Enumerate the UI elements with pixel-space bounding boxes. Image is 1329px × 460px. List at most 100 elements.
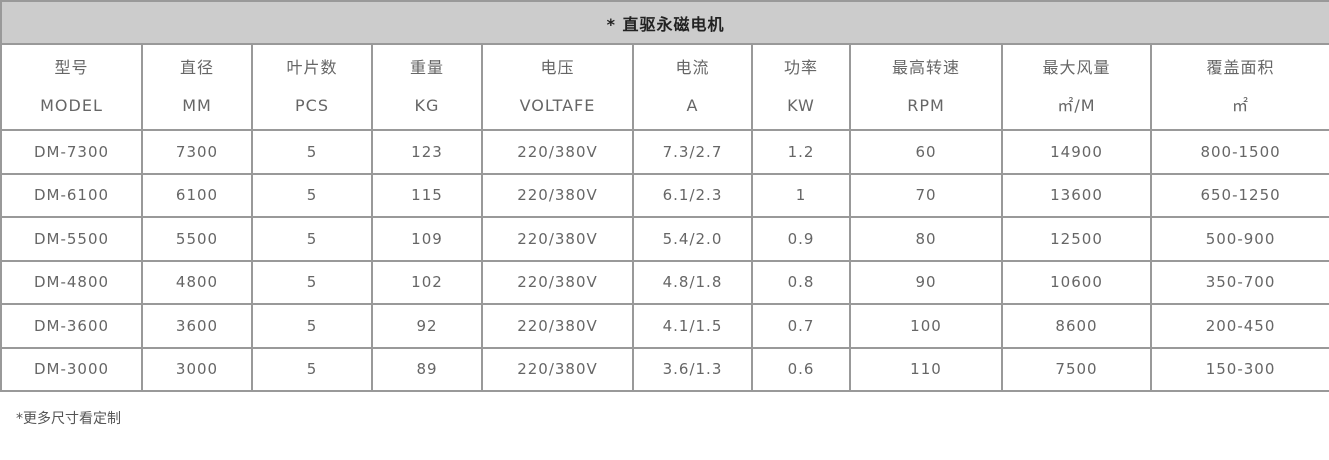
- table-cell: 220/380V: [481, 346, 634, 392]
- table-row: DM-4800 4800 5 102 220/380V 4.8/1.8 0.8 90 10600…: [0, 259, 1329, 305]
- header-cn: 功率: [783, 58, 818, 77]
- header-en: ㎡/M: [1057, 96, 1096, 115]
- header-en: RPM: [907, 96, 945, 115]
- column-header: 最高转速 RPM: [849, 43, 1003, 131]
- table-cell: 650-1250: [1149, 172, 1329, 218]
- table-cell: 110: [849, 346, 1003, 392]
- table-cell: 8600: [1001, 303, 1152, 349]
- table-cell: 7500: [1001, 346, 1152, 392]
- header-cn: 叶片数: [286, 58, 338, 77]
- column-header: 功率 KW: [751, 43, 851, 131]
- table-cell: 0.7: [751, 303, 851, 349]
- table-cell: DM-3000: [0, 346, 143, 392]
- header-row: 型号 MODEL 直径 MM 叶片数 PCS 重量 KG 电压 VOLTAFE 电流 A 功率 KW 最高转…: [0, 43, 1329, 131]
- table-title: * 直驱永磁电机: [0, 0, 1329, 45]
- column-header: 电流 A: [632, 43, 753, 131]
- table-cell: 5: [251, 172, 373, 218]
- header-en: MM: [182, 96, 212, 115]
- table-cell: 3.6/1.3: [632, 346, 753, 392]
- table-cell: 220/380V: [481, 216, 634, 262]
- table-cell: 7300: [141, 129, 253, 175]
- table-cell: 5: [251, 346, 373, 392]
- header-cn: 覆盖面积: [1206, 58, 1275, 77]
- column-header: 重量 KG: [371, 43, 483, 131]
- table-row: DM-7300 7300 5 123 220/380V 7.3/2.7 1.2 60 14900…: [0, 129, 1329, 175]
- table-cell: 4.8/1.8: [632, 259, 753, 305]
- table-cell: 3600: [141, 303, 253, 349]
- spec-table: * 直驱永磁电机 型号 MODEL 直径 MM 叶片数 PCS 重量 KG 电压 VOLTAFE 电…: [0, 0, 1329, 392]
- table-cell: 80: [849, 216, 1003, 262]
- column-header: 叶片数 PCS: [251, 43, 373, 131]
- table-cell: 0.8: [751, 259, 851, 305]
- table-cell: DM-6100: [0, 172, 143, 218]
- header-cn: 型号: [54, 58, 89, 77]
- table-cell: 5: [251, 129, 373, 175]
- table-row: DM-5500 5500 5 109 220/380V 5.4/2.0 0.9 80 12500…: [0, 216, 1329, 262]
- table-cell: 5.4/2.0: [632, 216, 753, 262]
- header-cn: 直径: [179, 58, 214, 77]
- table-cell: 0.9: [751, 216, 851, 262]
- table-cell: DM-7300: [0, 129, 143, 175]
- table-cell: 5: [251, 259, 373, 305]
- header-en: PCS: [295, 96, 329, 115]
- column-header: 型号 MODEL: [0, 43, 143, 131]
- footnote: *更多尺寸看定制: [16, 411, 121, 427]
- table-cell: 7.3/2.7: [632, 129, 753, 175]
- table-cell: 220/380V: [481, 303, 634, 349]
- table-cell: 89: [371, 346, 483, 392]
- table-cell: 92: [371, 303, 483, 349]
- table-cell: 150-300: [1149, 346, 1329, 392]
- column-header: 直径 MM: [141, 43, 253, 131]
- table-cell: 5500: [141, 216, 253, 262]
- table-cell: 123: [371, 129, 483, 175]
- table-cell: 1: [751, 172, 851, 218]
- table-cell: 109: [371, 216, 483, 262]
- table-cell: 5: [251, 303, 373, 349]
- header-cn: 重量: [409, 58, 444, 77]
- table-cell: 100: [849, 303, 1003, 349]
- header-en: VOLTAFE: [519, 96, 596, 115]
- table-cell: 60: [849, 129, 1003, 175]
- table-cell: 5: [251, 216, 373, 262]
- table-cell: 500-900: [1149, 216, 1329, 262]
- table-cell: 350-700: [1149, 259, 1329, 305]
- header-en: KW: [787, 96, 815, 115]
- table-cell: 0.6: [751, 346, 851, 392]
- header-en: KG: [414, 96, 440, 115]
- table-cell: 70: [849, 172, 1003, 218]
- table-cell: DM-5500: [0, 216, 143, 262]
- table-cell: DM-3600: [0, 303, 143, 349]
- table-cell: 3000: [141, 346, 253, 392]
- table-cell: 220/380V: [481, 172, 634, 218]
- table-cell: 4.1/1.5: [632, 303, 753, 349]
- table-cell: 12500: [1001, 216, 1152, 262]
- table-cell: 4800: [141, 259, 253, 305]
- table-cell: 13600: [1001, 172, 1152, 218]
- header-en: MODEL: [40, 96, 103, 115]
- table-cell: 115: [371, 172, 483, 218]
- table-cell: 6100: [141, 172, 253, 218]
- header-cn: 最高转速: [891, 58, 960, 77]
- header-en: A: [686, 96, 699, 115]
- header-cn: 电流: [675, 58, 710, 77]
- table-cell: 14900: [1001, 129, 1152, 175]
- table-row: DM-3600 3600 5 92 220/380V 4.1/1.5 0.7 100 8600 2…: [0, 303, 1329, 349]
- table-row: DM-6100 6100 5 115 220/380V 6.1/2.3 1 70 13600 65…: [0, 172, 1329, 218]
- table-cell: DM-4800: [0, 259, 143, 305]
- table-cell: 200-450: [1149, 303, 1329, 349]
- table-row: DM-3000 3000 5 89 220/380V 3.6/1.3 0.6 110 7500 1…: [0, 346, 1329, 392]
- table-cell: 6.1/2.3: [632, 172, 753, 218]
- header-cn: 最大风量: [1042, 58, 1111, 77]
- table-cell: 220/380V: [481, 259, 634, 305]
- table-cell: 800-1500: [1149, 129, 1329, 175]
- table-cell: 102: [371, 259, 483, 305]
- header-cn: 电压: [540, 58, 575, 77]
- column-header: 电压 VOLTAFE: [481, 43, 634, 131]
- table-cell: 1.2: [751, 129, 851, 175]
- header-en: ㎡: [1232, 96, 1250, 115]
- table-cell: 10600: [1001, 259, 1152, 305]
- table-cell: 90: [849, 259, 1003, 305]
- table-cell: 220/380V: [481, 129, 634, 175]
